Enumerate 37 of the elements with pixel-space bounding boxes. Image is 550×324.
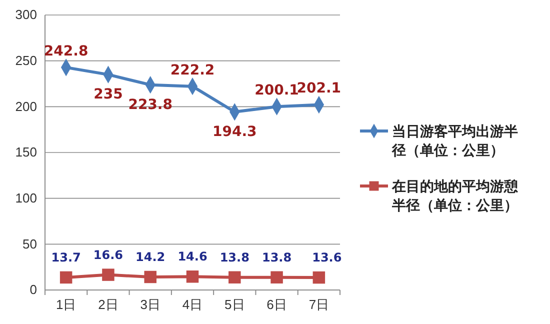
data-label: 13.7 <box>51 250 81 264</box>
x-tick-label: 6日 <box>266 297 287 312</box>
x-tick-label: 3日 <box>140 297 160 312</box>
point <box>312 271 326 284</box>
data-label: 223.8 <box>128 96 173 113</box>
y-tick-label: 100 <box>15 190 37 206</box>
data-label: 14.2 <box>136 250 166 264</box>
point <box>186 270 199 283</box>
y-tick-label: 250 <box>15 52 37 68</box>
data-label: 13.8 <box>220 250 250 264</box>
legend-label: 在目的地的平均游憩半径（单位：公里） <box>391 179 519 214</box>
y-tick-label: 50 <box>22 236 37 252</box>
data-label: 194.3 <box>212 124 257 140</box>
data-label: 222.2 <box>170 62 215 78</box>
y-tick-label: 150 <box>15 144 37 160</box>
x-tick-label: 5日 <box>224 297 245 312</box>
x-tick-label: 4日 <box>182 297 203 312</box>
y-tick-label: 200 <box>15 98 37 114</box>
data-label: 235 <box>94 86 123 103</box>
legend-label: 当日游客平均出游半径（单位：公里） <box>391 123 518 159</box>
point <box>102 268 114 281</box>
x-tick-label: 1日 <box>56 297 76 312</box>
x-tick-label: 7日 <box>308 297 330 312</box>
data-label: 14.6 <box>178 250 208 264</box>
x-tick-label: 2日 <box>98 297 118 312</box>
data-label: 242.8 <box>44 43 88 60</box>
point <box>60 271 72 284</box>
y-tick-label: 0 <box>30 282 37 298</box>
data-label: 13.6 <box>312 250 342 265</box>
y-tick-label: 300 <box>15 7 37 22</box>
data-label: 13.8 <box>262 250 292 264</box>
point <box>228 271 241 284</box>
point <box>144 270 156 284</box>
data-label: 200.1 <box>254 82 299 99</box>
data-label: 16.6 <box>93 248 124 262</box>
point <box>270 271 283 284</box>
data-label: 202.1 <box>296 80 342 97</box>
